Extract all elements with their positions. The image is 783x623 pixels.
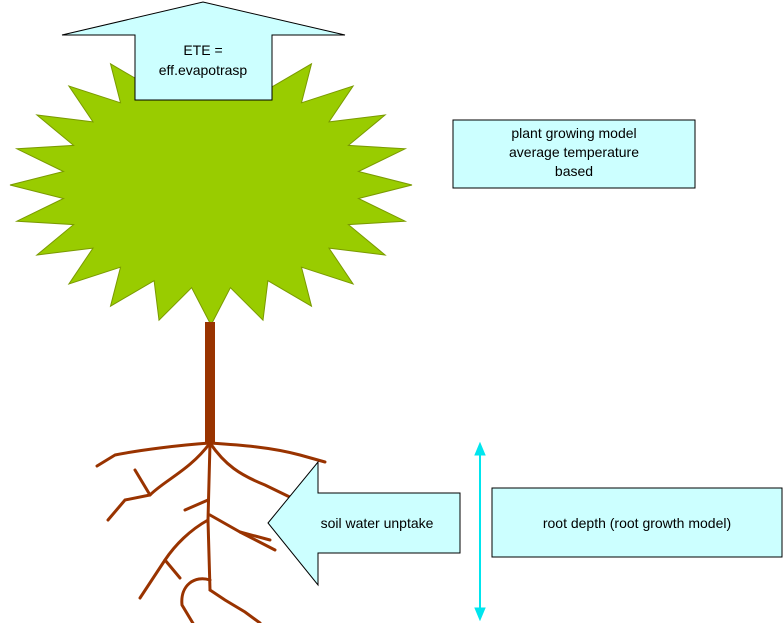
arrow-label: eff.evapotrasp xyxy=(159,62,248,78)
arrow-label: ETE = xyxy=(183,42,222,58)
diagram: ETE = eff.evapotrasp plant growing model… xyxy=(0,0,783,623)
depth-indicator xyxy=(475,443,485,620)
box-label: average temperature xyxy=(509,144,639,160)
arrow-label: soil water unptake xyxy=(321,515,434,531)
box-label: root depth (root growth model) xyxy=(543,515,731,531)
trunk xyxy=(205,322,215,444)
box-label: plant growing model xyxy=(511,125,636,141)
box-label: based xyxy=(555,163,593,179)
